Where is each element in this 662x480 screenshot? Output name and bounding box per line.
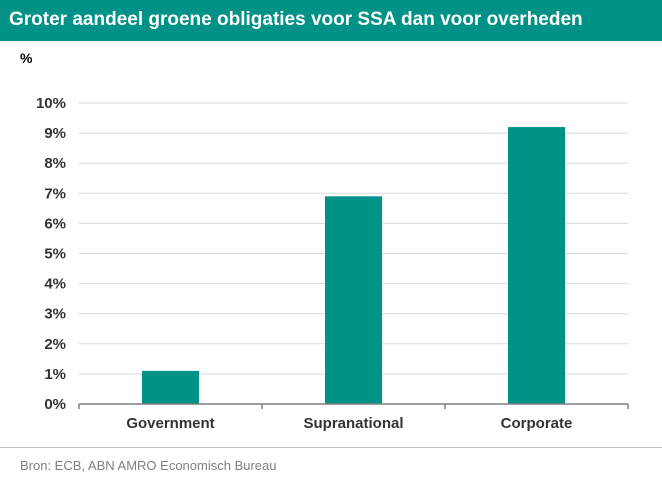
y-tick-label: 4% xyxy=(44,276,66,293)
source-note: Bron: ECB, ABN AMRO Economisch Bureau xyxy=(20,458,277,473)
x-tick-label: Supranational xyxy=(303,415,403,432)
y-tick-label: 9% xyxy=(44,125,66,142)
y-tick-label: 10% xyxy=(36,95,66,112)
title-bar: Groter aandeel groene obligaties voor SS… xyxy=(0,0,662,41)
y-tick-label: 0% xyxy=(44,396,66,413)
y-tick-label: 7% xyxy=(44,185,66,202)
x-tick-label: Government xyxy=(126,415,214,432)
y-tick-label: 3% xyxy=(44,306,66,323)
labels: 0% 1% 2% 3% 4% 5% 6% 7% 8% 9% 10% Government Suprana… xyxy=(36,95,572,432)
bars xyxy=(142,127,565,404)
footer-divider xyxy=(0,447,662,448)
y-tick-label: 5% xyxy=(44,246,66,263)
bar-supranational xyxy=(325,196,382,404)
axes xyxy=(78,403,629,409)
chart-title: Groter aandeel groene obligaties voor SS… xyxy=(9,9,583,30)
bar-corporate xyxy=(508,127,565,404)
unit-label: % xyxy=(20,50,33,66)
y-tick-label: 6% xyxy=(44,215,66,232)
x-tick-label: Corporate xyxy=(501,415,573,432)
y-tick-label: 8% xyxy=(44,155,66,172)
bar-government xyxy=(142,370,199,404)
y-tick-label: 1% xyxy=(44,366,66,383)
y-tick-label: 2% xyxy=(44,336,66,353)
